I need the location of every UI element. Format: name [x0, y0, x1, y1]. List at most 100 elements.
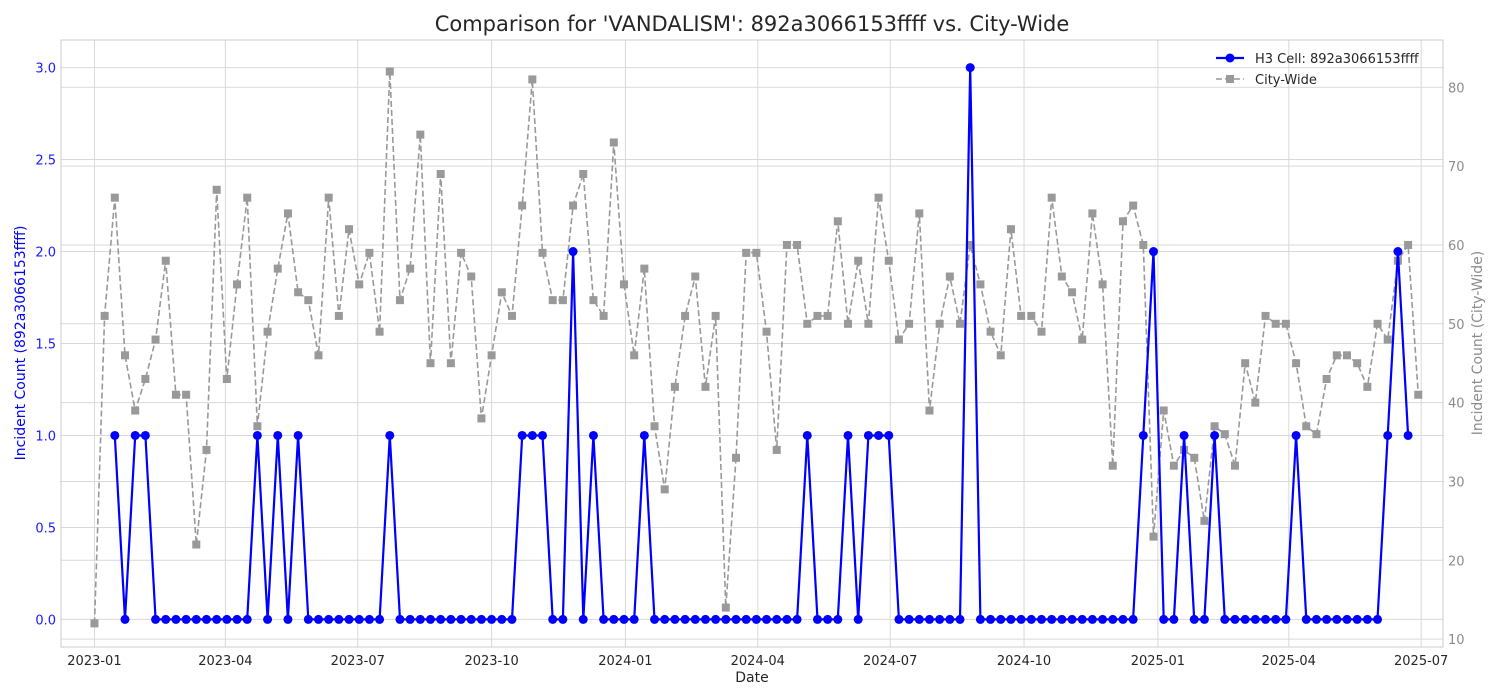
- h3-cell-point: [538, 430, 548, 440]
- city-wide-point: [507, 311, 516, 320]
- h3-cell-point: [273, 430, 283, 440]
- city-wide-point: [426, 359, 435, 368]
- city-wide-point: [243, 193, 252, 202]
- city-wide-point: [1281, 319, 1290, 328]
- city-wide-point: [1404, 240, 1413, 249]
- h3-cell-point: [1108, 614, 1118, 624]
- h3-cell-point: [639, 430, 649, 440]
- city-wide-point: [294, 288, 303, 297]
- city-wide-point: [1210, 422, 1219, 431]
- h3-cell-point: [1271, 614, 1281, 624]
- grid: [61, 40, 1443, 647]
- right-tick-label: 40: [1448, 397, 1465, 412]
- h3-cell-point: [802, 430, 812, 440]
- left-tick-label: 0.5: [35, 521, 56, 536]
- right-axis-ticks: 10 20 30 40 50 60 70 80: [1448, 81, 1465, 648]
- city-wide-point: [691, 272, 700, 281]
- h3-cell-point: [1118, 614, 1128, 624]
- x-tick-label: 2025-01: [1131, 654, 1185, 669]
- h3-cell-point: [354, 614, 364, 624]
- city-wide-point: [731, 453, 740, 462]
- h3-cell-series: [110, 63, 1413, 624]
- city-wide-point: [263, 327, 272, 336]
- city-wide-point: [1108, 461, 1117, 470]
- h3-cell-point: [385, 430, 395, 440]
- h3-cell-point: [1006, 614, 1016, 624]
- h3-cell-point: [1322, 614, 1332, 624]
- city-wide-point: [1292, 359, 1301, 368]
- city-wide-point: [273, 264, 282, 273]
- h3-cell-point: [609, 614, 619, 624]
- x-axis-label: Date: [735, 670, 768, 686]
- city-wide-point: [844, 319, 853, 328]
- h3-cell-point: [1047, 614, 1057, 624]
- right-tick-label: 50: [1448, 318, 1465, 333]
- h3-cell-point: [853, 614, 863, 624]
- city-wide-point: [772, 445, 781, 454]
- city-wide-point: [966, 240, 975, 249]
- h3-cell-point: [1149, 247, 1159, 257]
- city-wide-point: [630, 351, 639, 360]
- h3-cell-point: [303, 614, 313, 624]
- city-wide-point: [182, 390, 191, 399]
- city-wide-point: [1159, 406, 1168, 415]
- city-wide-point: [1414, 390, 1423, 399]
- h3-cell-point: [1311, 614, 1321, 624]
- h3-cell-point: [171, 614, 181, 624]
- city-wide-point: [1078, 335, 1087, 344]
- h3-cell-point: [843, 430, 853, 440]
- h3-cell-point: [395, 614, 405, 624]
- city-wide-point: [874, 193, 883, 202]
- h3-cell-point: [599, 614, 609, 624]
- city-wide-point: [956, 319, 965, 328]
- h3-cell-point: [426, 614, 436, 624]
- h3-cell-point: [1230, 614, 1240, 624]
- city-wide-point: [467, 272, 476, 281]
- city-wide-point: [1129, 201, 1138, 210]
- city-wide-point: [569, 201, 578, 210]
- right-tick-label: 60: [1448, 239, 1465, 254]
- h3-cell-point: [1057, 614, 1067, 624]
- h3-cell-point: [1016, 614, 1026, 624]
- city-wide-point: [477, 414, 486, 423]
- city-wide-point: [334, 311, 343, 320]
- left-tick-label: 1.5: [35, 338, 56, 353]
- h3-cell-point: [436, 614, 446, 624]
- city-wide-point: [497, 288, 506, 297]
- h3-cell-point: [578, 614, 588, 624]
- h3-cell-point: [1087, 614, 1097, 624]
- city-wide-point: [1332, 351, 1341, 360]
- city-wide-point: [823, 311, 832, 320]
- h3-cell-point: [466, 614, 476, 624]
- city-wide-point: [1118, 217, 1127, 226]
- city-wide-point: [599, 311, 608, 320]
- h3-cell-point: [874, 430, 884, 440]
- x-tick-label: 2023-07: [331, 654, 385, 669]
- city-wide-point: [355, 280, 364, 289]
- h3-cell-point: [1179, 430, 1189, 440]
- left-tick-label: 0.0: [35, 613, 56, 628]
- h3-cell-point: [415, 614, 425, 624]
- h3-cell-point: [1291, 430, 1301, 440]
- x-tick-label: 2024-01: [598, 654, 652, 669]
- right-axis-label: Incident Count (City-Wide): [1470, 251, 1486, 435]
- city-wide-point: [1220, 430, 1229, 439]
- h3-cell-point: [130, 430, 140, 440]
- right-tick-label: 80: [1448, 81, 1465, 96]
- city-wide-point: [1006, 225, 1015, 234]
- h3-cell-point: [996, 614, 1006, 624]
- h3-cell-point: [140, 430, 150, 440]
- city-wide-point: [915, 209, 924, 218]
- h3-cell-point: [965, 63, 975, 73]
- h3-cell-point: [334, 614, 344, 624]
- city-wide-point: [711, 311, 720, 320]
- h3-cell-point: [1159, 614, 1169, 624]
- city-wide-point: [945, 272, 954, 281]
- city-wide-point: [1017, 311, 1026, 320]
- city-wide-point: [935, 319, 944, 328]
- legend-marker-h3-cell: [1225, 53, 1235, 63]
- city-wide-point: [681, 311, 690, 320]
- h3-cell-point: [191, 614, 201, 624]
- city-wide-point: [742, 248, 751, 257]
- h3-cell-point: [232, 614, 242, 624]
